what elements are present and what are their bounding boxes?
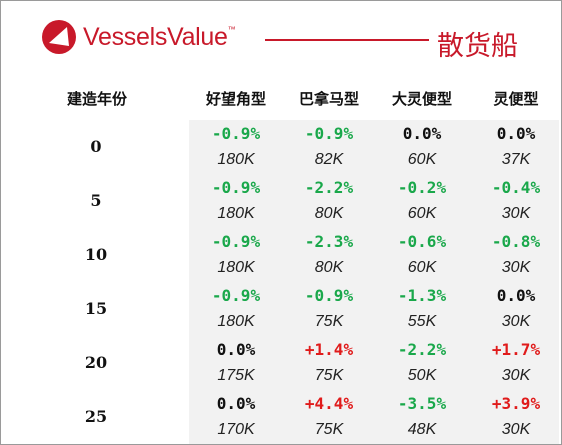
vessel-value: 82K [314,151,344,168]
vessel-value: 180K [217,151,255,168]
build-year-age: 15 [84,299,108,318]
price-change: 0.0% [496,124,536,143]
values-panel [189,120,559,444]
vessel-value: 75K [314,421,344,438]
column-header: 大灵便型 [391,90,452,108]
trademark-mark: ™ [227,25,236,34]
vessel-value: 75K [314,367,344,384]
vessel-value: 80K [314,205,344,222]
vessel-value: 48K [407,421,437,438]
price-change: -0.9% [211,286,261,305]
column-header: 巴拿马型 [298,90,359,108]
vessel-value: 180K [217,259,255,276]
vessel-value: 50K [407,367,437,384]
price-change: +1.7% [491,340,541,359]
price-change: 0.0% [216,340,256,359]
price-change: 0.0% [402,124,442,143]
vessel-value: 75K [314,313,344,330]
price-change: -2.2% [397,340,447,359]
price-change: -2.3% [304,232,354,251]
price-change: -0.4% [491,178,541,197]
price-change: 0.0% [496,286,536,305]
vessel-value: 170K [217,421,255,438]
vessel-value: 30K [501,313,531,330]
price-change: 0.0% [216,394,256,413]
vessel-value: 180K [217,205,255,222]
column-header: 好望角型 [205,90,266,108]
price-change: -2.2% [304,178,354,197]
price-change: -0.9% [304,286,354,305]
price-change: -0.9% [211,178,261,197]
vessel-value: 30K [501,421,531,438]
vessel-value: 60K [407,259,437,276]
price-change: -0.8% [491,232,541,251]
header: VesselsValue™ 散货船 [1,1,561,76]
price-change: -0.2% [397,178,447,197]
price-change: +3.9% [491,394,541,413]
column-header: 灵便型 [493,90,539,108]
price-change: -0.6% [397,232,447,251]
vessel-value: 60K [407,151,437,168]
age-column-header: 建造年份 [66,90,127,108]
vessel-value: 180K [217,313,255,330]
brand-text: VesselsValue [83,23,228,51]
vessel-value: 175K [217,367,255,384]
vessel-value: 30K [501,259,531,276]
price-change: -0.9% [211,232,261,251]
price-change: -0.9% [211,124,261,143]
vessel-value: 55K [407,313,437,330]
price-change: +1.4% [304,340,354,359]
header-rule [265,39,429,41]
vessel-value: 60K [407,205,437,222]
price-change: -3.5% [397,394,447,413]
price-change: -0.9% [304,124,354,143]
vessel-value: 80K [314,259,344,276]
vessel-value: 30K [501,367,531,384]
build-year-age: 20 [84,353,108,372]
build-year-age: 25 [84,407,108,426]
brand-name: VesselsValue™ [83,23,236,52]
build-year-age: 5 [90,191,102,210]
sector-title: 散货船 [437,31,518,62]
vessel-value: 30K [501,205,531,222]
build-year-age: 0 [90,137,102,156]
price-change: -1.3% [397,286,447,305]
vessel-value: 37K [501,151,531,168]
price-change: +4.4% [304,394,354,413]
vesselsvalue-logo-icon [42,20,76,54]
build-year-age: 10 [84,245,108,264]
